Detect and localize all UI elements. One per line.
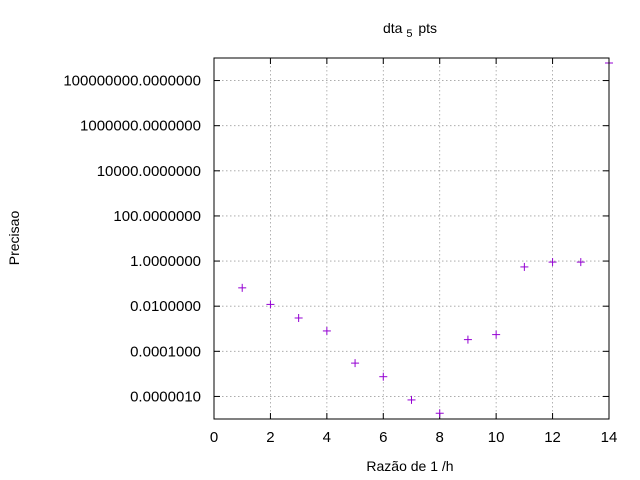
x-tick-label: 8 [436, 429, 444, 446]
ticks [213, 58, 610, 419]
chart-title-suffix: pts [418, 20, 437, 36]
x-tick-label: 0 [210, 429, 218, 446]
data-point [322, 326, 331, 335]
data-point [435, 409, 444, 418]
x-tick-label: 6 [379, 429, 387, 446]
data-point [266, 300, 275, 309]
tick-labels: 0 2 4 6 8 10 12 14 0.0000010 0.0001000 0.0100000 1.… [63, 73, 617, 446]
data-point [548, 258, 557, 267]
x-tick-label: 10 [488, 429, 505, 446]
y-tick-label: 10000.0000000 [97, 163, 201, 180]
chart-title-main: dta [383, 20, 403, 36]
data-point [238, 283, 247, 292]
y-tick-label: 0.0001000 [130, 343, 201, 360]
grid [214, 58, 609, 419]
data-point [492, 330, 501, 339]
y-tick-label: 100000000.0000000 [63, 73, 201, 90]
data-point [576, 258, 585, 267]
data-points [238, 59, 613, 418]
x-tick-label: 4 [323, 429, 331, 446]
x-tick-label: 12 [544, 429, 561, 446]
y-tick-label: 1.0000000 [130, 253, 201, 270]
y-tick-label: 100.0000000 [113, 208, 201, 225]
data-point [463, 335, 472, 344]
data-point [294, 313, 303, 322]
chart-title: dta 5 pts [383, 20, 437, 40]
plot-frame [213, 57, 610, 420]
data-point [351, 359, 360, 368]
x-tick-label: 14 [601, 429, 618, 446]
x-tick-label: 2 [266, 429, 274, 446]
y-tick-label: 1000000.0000000 [80, 118, 201, 135]
x-axis-label: Razão de 1 /h [366, 458, 453, 474]
chart-title-subscript: 5 [406, 28, 412, 40]
y-axis-label: Precisao [6, 211, 22, 266]
data-point [520, 262, 529, 271]
data-point [379, 372, 388, 381]
y-tick-label: 0.0100000 [130, 298, 201, 315]
y-tick-label: 0.0000010 [130, 388, 201, 405]
data-point [407, 395, 416, 404]
